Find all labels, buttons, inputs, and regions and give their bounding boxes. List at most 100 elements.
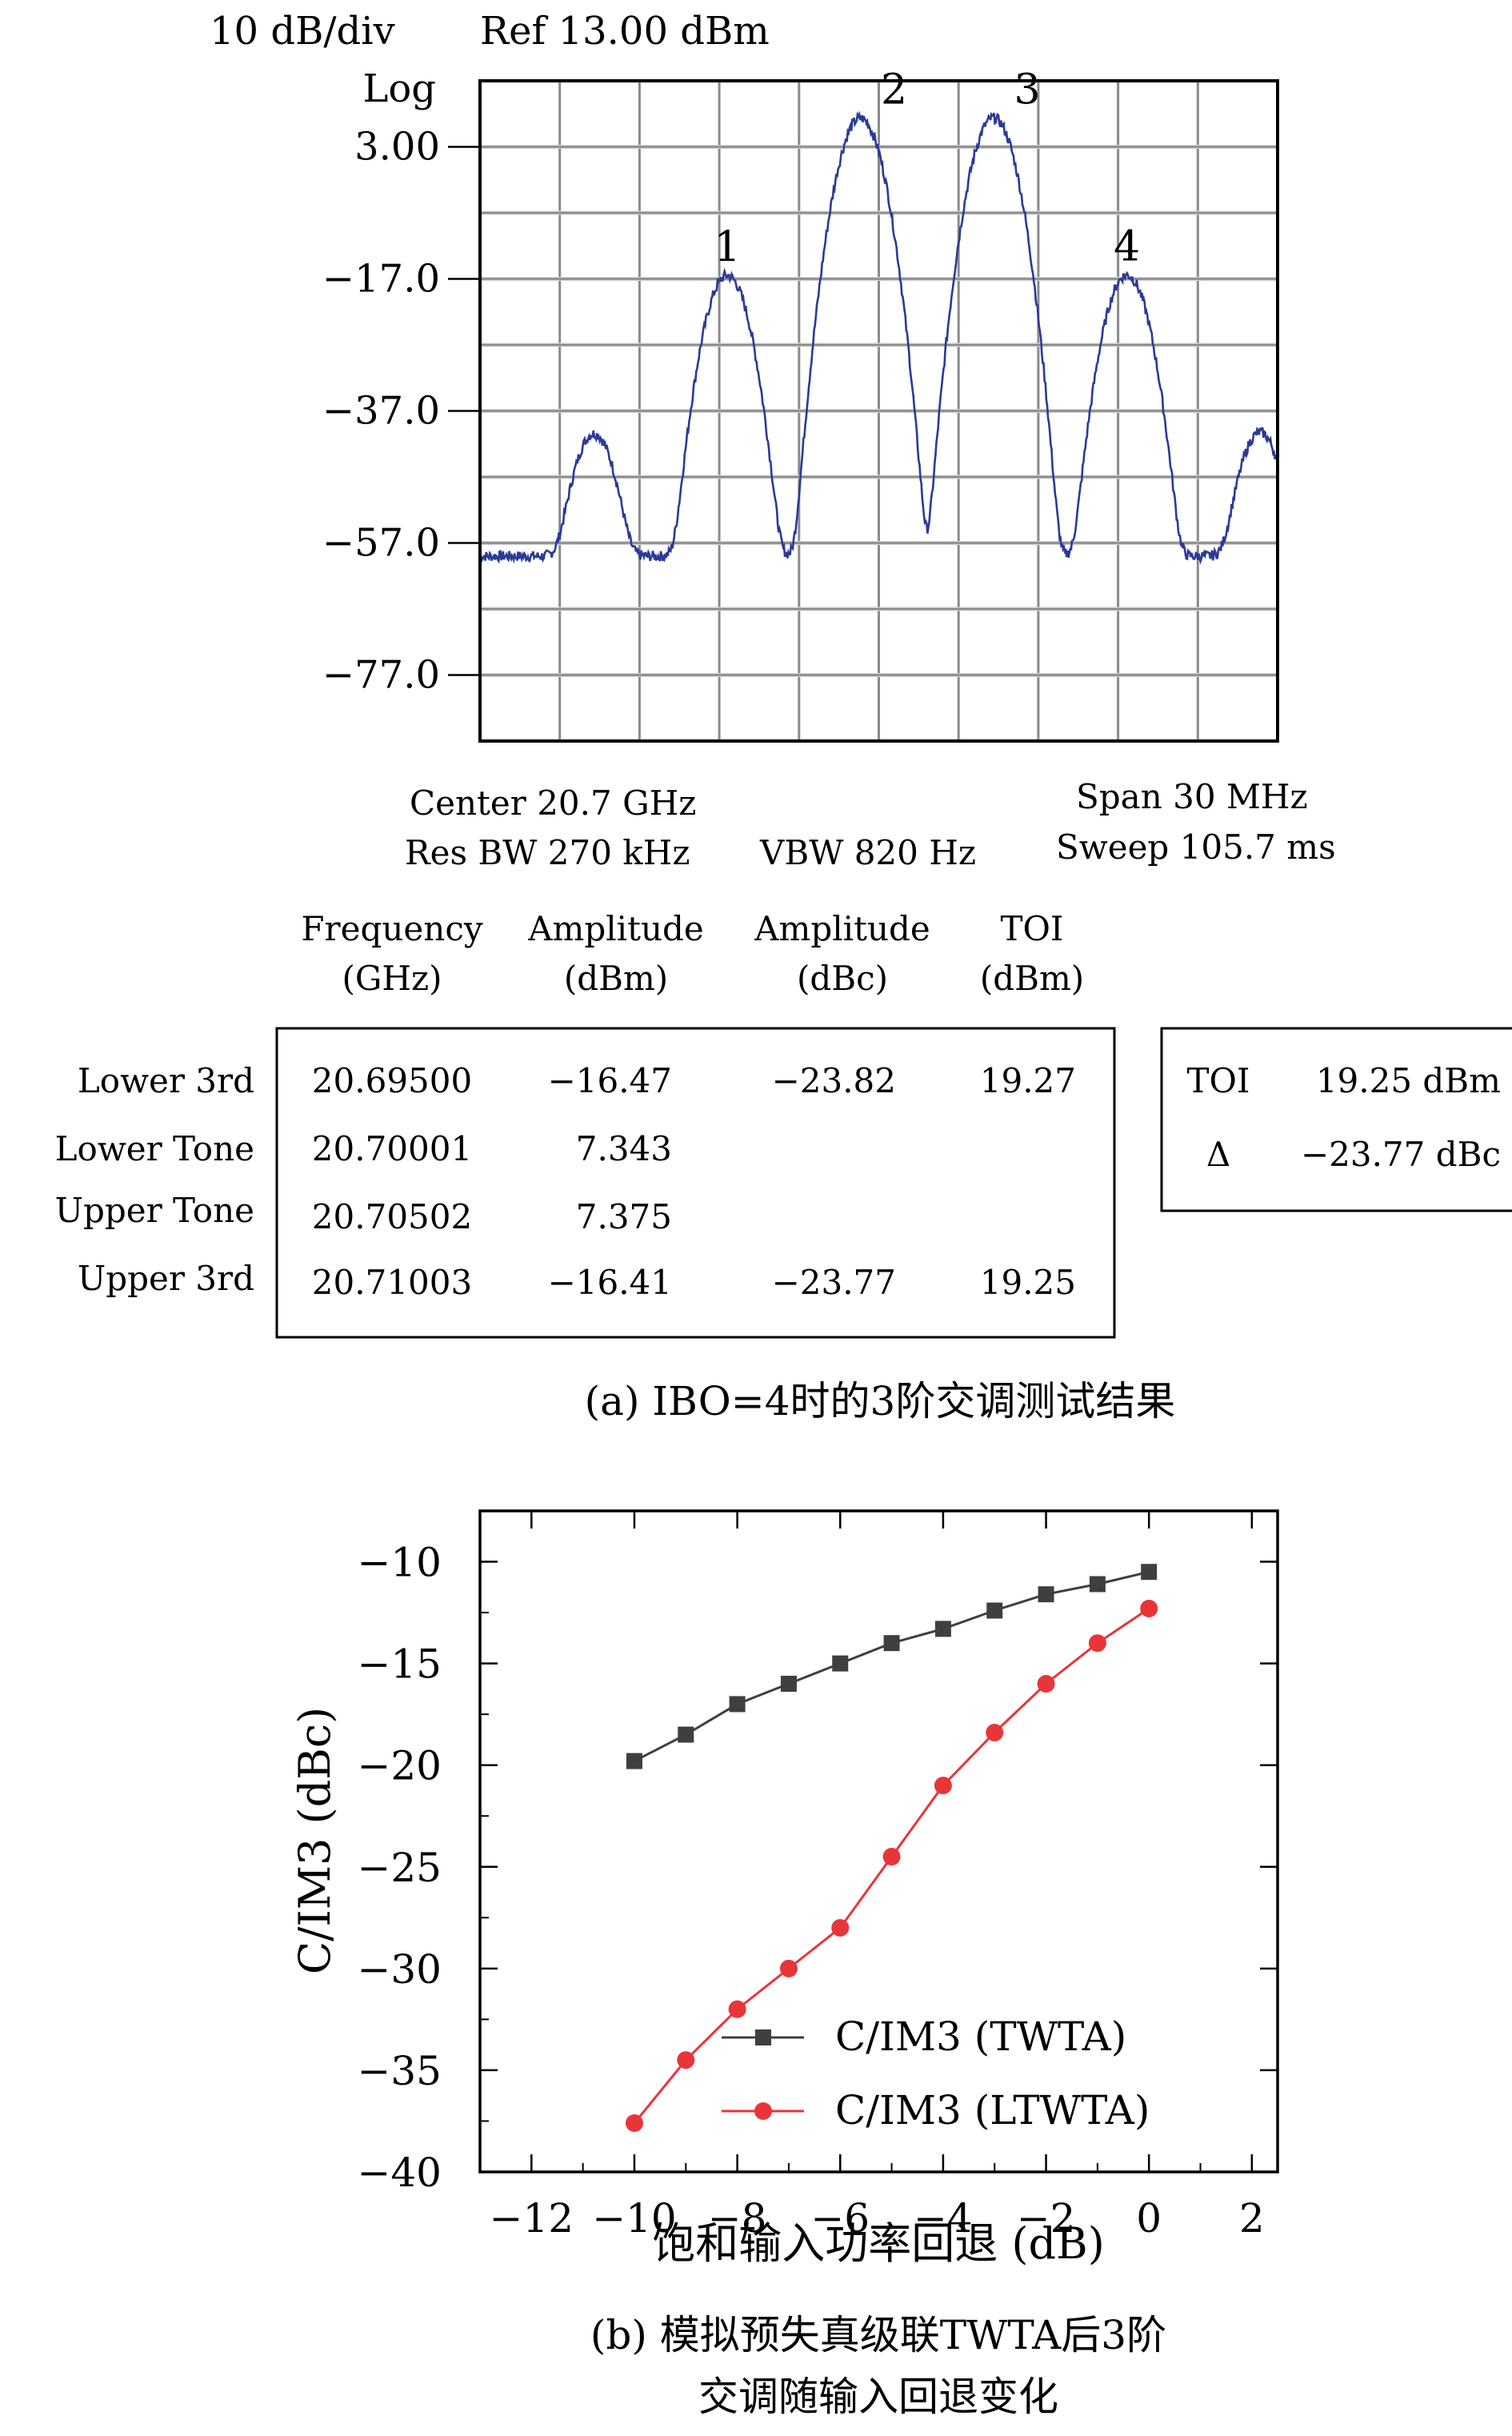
summary: TOI 19.25 dBm Δ −23.77 dBc [1186,1061,1501,1174]
cell-amplitude-dbc: −23.77 [772,1263,896,1302]
summary-box [1160,1027,1512,1212]
x-axis-label: 饱和输入功率回退 (dB) [652,2218,1105,2269]
data-point-twta [626,1753,642,1769]
y-tick-label: −35 [357,2048,442,2094]
data-point-twta [1089,1576,1106,1593]
y-tick-label: −30 [357,1946,442,1993]
data-point-twta [883,1635,900,1652]
col-toi-unit: (dBm) [980,959,1084,998]
scale-label: 10 dB/div [210,9,395,54]
cell-frequency: 20.69500 [312,1061,472,1100]
caption-b-line2: 交调随输入回退变化 [698,2374,1058,2420]
col-amplitude-dbm-title: Amplitude [527,909,704,948]
x-tick-label: −10 [592,2195,677,2242]
cell-frequency: 20.71003 [312,1263,472,1302]
y-tick-label: −10 [357,1540,442,1586]
peak-label: 3 [1014,66,1041,114]
cell-amplitude-dbm: 7.375 [576,1197,672,1236]
series-line-twta [634,1570,1150,1762]
row-label: Lower Tone [55,1129,254,1168]
col-frequency-title: Frequency [301,909,482,948]
data-point-twta [1141,1564,1158,1581]
spectrum-panel: 10 dB/div Ref 13.00 dBm Log 3.00 −17.0 −37… [55,9,1512,1424]
col-frequency-unit: (GHz) [342,959,442,998]
table-row: Upper 3rd 20.71003 −16.41 −23.77 19.25 [78,1259,1076,1302]
row-label: Upper 3rd [78,1259,254,1298]
spectrum-grid [480,81,1278,741]
x-tick-label: −12 [490,2195,574,2242]
data-point-ltwta [625,2114,643,2133]
spectrum-trace [479,110,1279,565]
legend: C/IM3 (TWTA) C/IM3 (LTWTA) [722,2013,1150,2134]
data-point-twta [678,1726,694,1743]
row-label: Upper Tone [55,1191,254,1230]
y-tick-label: −25 [357,1845,442,1891]
peak-label: 4 [1114,223,1140,271]
row-label: Lower 3rd [78,1061,254,1100]
caption-a: (a) IBO=4时的3阶交调测试结果 [585,1378,1176,1424]
table-box [275,1027,1116,1339]
peak-label: 1 [714,223,741,271]
y-axis-label: C/IM3 (dBc) [290,1707,340,1974]
cell-amplitude-dbm: −16.47 [548,1061,672,1100]
data-point-ltwta [1037,1675,1055,1693]
data-point-ltwta [1140,1599,1158,1617]
peak-label: 2 [881,66,907,114]
vbw-label: VBW 820 Hz [759,833,976,872]
legend-label-ltwta: C/IM3 (LTWTA) [835,2087,1150,2134]
caption-b-line1: (b) 模拟预失真级联TWTA后3阶 [590,2312,1166,2358]
data-point-twta [780,1676,797,1693]
legend-marker-twta [755,2029,771,2045]
cell-amplitude-dbm: −16.41 [548,1263,672,1302]
y-tick-label: −37.0 [322,389,440,434]
data-point-twta [1038,1586,1054,1603]
span-label: Span 30 MHz [1076,777,1308,816]
series-layer [625,1564,1158,2133]
y-tick-label: −17.0 [322,257,440,302]
data-point-twta [832,1655,849,1672]
delta-summary-value: −23.77 dBc [1301,1135,1501,1174]
legend-marker-ltwta [754,2102,772,2120]
y-tick-label: −57.0 [322,521,440,566]
cell-frequency: 20.70502 [312,1197,472,1236]
sweep-label: Sweep 105.7 ms [1056,827,1336,867]
log-label: Log [363,66,437,111]
axis-ticks [479,1510,1278,2174]
data-point-twta [934,1621,951,1637]
ref-level-label: Ref 13.00 dBm [480,9,770,54]
table-row: Lower 3rd 20.69500 −16.47 −23.82 19.27 [78,1061,1076,1100]
y-tick-label: −40 [357,2150,442,2196]
y-tick-label: 3.00 [354,125,440,170]
data-point-ltwta [779,1959,798,1977]
data-point-ltwta [882,1848,901,1866]
data-point-twta [729,1696,746,1713]
data-point-ltwta [934,1777,952,1795]
axis-tick-labels: −12 −10 −8 −6 −4 −2 0 2−10−15−20−25−30−35−40 [357,1540,1264,2242]
peak-labels: 1 2 3 4 [714,66,1141,271]
toi-summary-label: TOI [1186,1061,1250,1100]
col-amplitude-dbc-unit: (dBc) [797,959,888,998]
data-point-ltwta [986,1724,1004,1742]
x-tick-label: −8 [708,2195,767,2242]
delta-summary-label: Δ [1206,1135,1230,1174]
x-tick-label: −6 [810,2195,870,2242]
data-point-ltwta [728,2000,746,2018]
table-row: Lower Tone 20.70001 7.343 [55,1129,672,1168]
toi-summary-value: 19.25 dBm [1316,1061,1501,1100]
table-header: Frequency (GHz) Amplitude (dBm) Amplitud… [301,909,1084,998]
spectrum-y-ticks: 3.00 −17.0 −37.0 −57.0 −77.0 [322,125,480,698]
cell-amplitude-dbc: −23.82 [772,1061,896,1100]
table-body: Lower 3rd 20.69500 −16.47 −23.82 19.27 L… [55,1061,1076,1302]
y-tick-label: −15 [357,1641,442,1688]
spectrum-frame [478,79,1279,743]
data-point-ltwta [1088,1634,1106,1653]
center-freq-label: Center 20.7 GHz [410,783,696,823]
cell-frequency: 20.70001 [312,1129,472,1168]
table-row: Upper Tone 20.70502 7.375 [55,1191,672,1236]
y-tick-label: −20 [357,1743,442,1789]
legend-label-twta: C/IM3 (TWTA) [835,2013,1126,2060]
x-tick-label: −2 [1017,2195,1076,2242]
y-tick-label: −77.0 [322,653,440,698]
x-tick-label: 2 [1239,2195,1265,2242]
